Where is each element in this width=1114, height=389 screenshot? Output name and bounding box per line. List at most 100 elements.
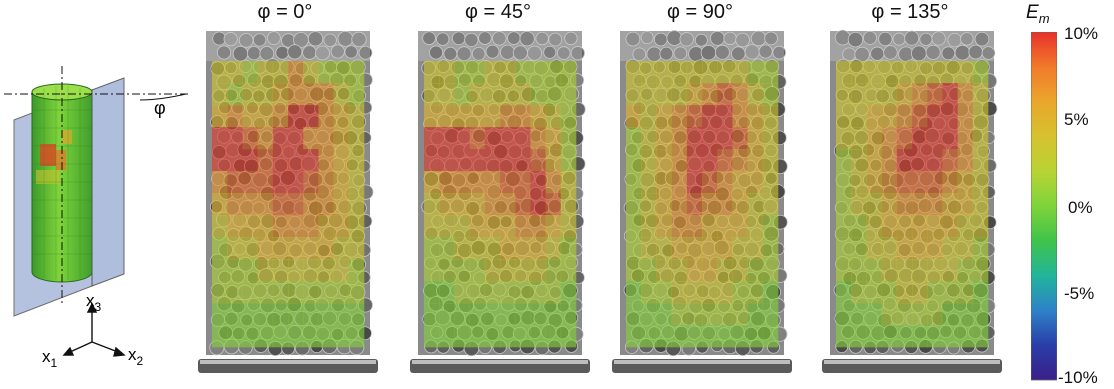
strain-cell: [702, 193, 718, 216]
strain-cell: [272, 127, 289, 150]
strain-cell: [702, 171, 718, 194]
strain-cell: [288, 171, 304, 194]
strain-cell: [500, 259, 516, 282]
strain-cell: [881, 215, 898, 238]
strain-cell: [671, 171, 688, 194]
strain-cell: [257, 83, 274, 106]
strain-cell: [671, 61, 688, 84]
strain-cell: [469, 105, 486, 128]
strain-cell: [626, 281, 642, 304]
strain-cell: [333, 237, 350, 260]
strain-cell: [747, 259, 764, 282]
strain-cell: [333, 215, 350, 238]
strain-cell: [972, 303, 989, 326]
strain-cell: [545, 237, 562, 260]
strain-cell: [747, 281, 764, 304]
strain-cell: [626, 61, 642, 84]
strain-cell: [469, 215, 486, 238]
strain-cell: [641, 61, 657, 84]
grain: [772, 45, 787, 60]
strain-cell: [671, 215, 688, 238]
strain-cell: [851, 325, 867, 348]
strain-cell: [333, 105, 350, 128]
strain-cell: [972, 237, 989, 260]
strain-cell: [702, 105, 718, 128]
strain-cell: [545, 127, 562, 150]
strain-cell: [912, 325, 928, 348]
strain-cell: [515, 281, 531, 304]
strain-cell: [515, 83, 531, 106]
strain-cell: [530, 259, 546, 282]
strain-cell: [747, 105, 764, 128]
strain-cell: [348, 149, 365, 172]
strain-cell: [545, 171, 562, 194]
grain: [904, 30, 920, 46]
strain-cell: [469, 237, 486, 260]
strain-cell: [957, 61, 974, 84]
strain-cell: [957, 83, 974, 106]
strain-cell: [972, 83, 989, 106]
strain-cell: [348, 237, 365, 260]
strain-cell: [515, 149, 531, 172]
panel-title-0: φ = 0°: [257, 1, 313, 23]
strain-cell: [348, 215, 365, 238]
strain-cell: [454, 171, 470, 194]
strain-cell: [836, 237, 852, 260]
grain: [535, 31, 549, 46]
grain: [548, 32, 563, 47]
coordinate-axes: [62, 302, 126, 357]
strain-cell: [530, 127, 546, 150]
strain-cell: [333, 83, 350, 106]
strain-cell: [348, 105, 365, 128]
strain-cell: [439, 149, 455, 172]
strain-cell: [257, 127, 274, 150]
strain-cell: [702, 149, 718, 172]
strain-cell: [671, 105, 688, 128]
strain-cell: [530, 237, 546, 260]
strain-cell: [227, 303, 243, 326]
strain-cell: [469, 325, 486, 348]
grain: [456, 46, 472, 62]
strain-cell: [717, 215, 733, 238]
strain-cell: [641, 127, 657, 150]
axis-x3-label: x3: [86, 291, 102, 314]
strain-cell: [424, 237, 440, 260]
strain-cell: [912, 237, 928, 260]
strain-cell: [912, 193, 928, 216]
strain-cell: [626, 303, 642, 326]
strain-cell: [762, 193, 779, 216]
strain-cell: [454, 215, 470, 238]
colorbar-tick-0: 0%: [1068, 198, 1093, 217]
strain-cell: [702, 303, 718, 326]
strain-cell: [912, 281, 928, 304]
strain-cell: [641, 303, 657, 326]
strain-cell: [851, 215, 867, 238]
strain-cell: [515, 127, 531, 150]
strain-cell: [747, 171, 764, 194]
strain-cell: [896, 83, 913, 106]
strain-cell: [469, 281, 486, 304]
strain-cell: [212, 237, 228, 260]
strain-cell: [530, 215, 546, 238]
strain-cell: [762, 281, 779, 304]
strain-cell: [641, 83, 657, 106]
strain-cell: [836, 83, 852, 106]
grain: [344, 45, 358, 59]
strain-cell: [927, 171, 943, 194]
strain-cell: [242, 259, 258, 282]
grain: [429, 45, 444, 60]
strain-cell: [303, 83, 319, 106]
strain-cell: [454, 259, 470, 282]
strain-cell: [896, 105, 913, 128]
strain-cell: [560, 215, 577, 238]
strain-cell: [424, 105, 440, 128]
panel-title-45: φ = 45°: [464, 1, 531, 23]
strain-cell: [515, 237, 531, 260]
strain-cell: [927, 83, 943, 106]
grain: [694, 33, 708, 47]
strain-cell: [957, 193, 974, 216]
top-cap-region: [418, 31, 582, 61]
strain-cell: [242, 215, 258, 238]
strain-cell: [318, 237, 334, 260]
strain-cell: [762, 303, 779, 326]
